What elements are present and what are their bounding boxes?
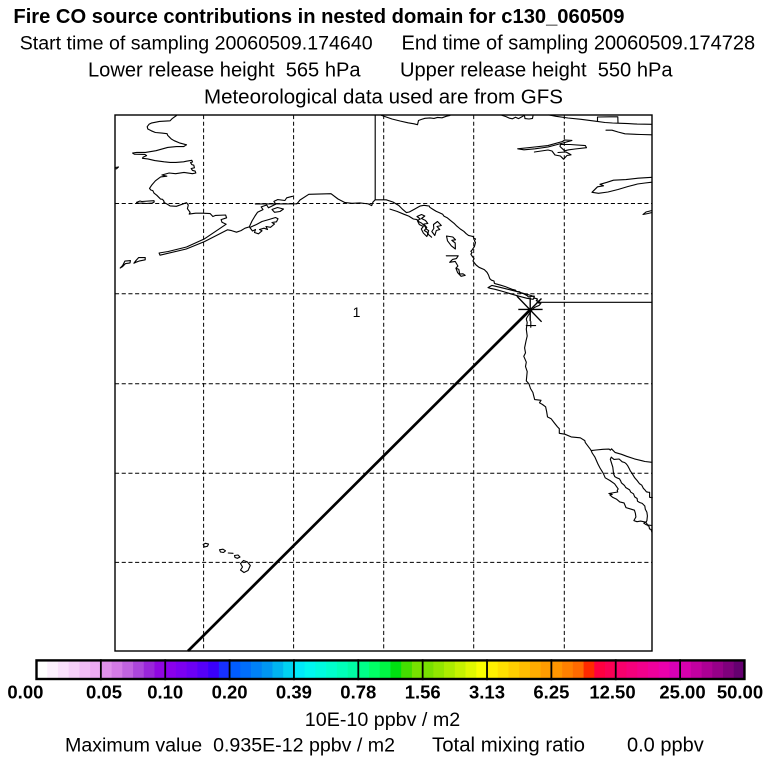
svg-text:Meteorological data used are f: Meteorological data used are from GFS bbox=[204, 86, 563, 109]
svg-text:Total mixing ratio: Total mixing ratio bbox=[432, 735, 585, 757]
svg-text:50.00: 50.00 bbox=[717, 682, 763, 703]
svg-text:0.78: 0.78 bbox=[340, 682, 376, 703]
svg-text:25.00: 25.00 bbox=[659, 682, 705, 703]
svg-text:1.56: 1.56 bbox=[405, 682, 441, 703]
svg-text:Start time of sampling 2006050: Start time of sampling 20060509.174640 bbox=[20, 33, 373, 55]
svg-text:0.00: 0.00 bbox=[7, 682, 43, 703]
svg-text:12.50: 12.50 bbox=[589, 682, 635, 703]
svg-text:6.25: 6.25 bbox=[533, 682, 569, 703]
svg-text:3.13: 3.13 bbox=[469, 682, 505, 703]
svg-text:0.05: 0.05 bbox=[86, 682, 122, 703]
svg-text:0.39: 0.39 bbox=[276, 682, 312, 703]
svg-text:1: 1 bbox=[353, 304, 361, 320]
svg-text:Maximum value 0.935E-12 ppbv: Maximum value 0.935E-12 ppbv / m2 bbox=[65, 735, 395, 757]
svg-text:Lower release height 565 hPa: Lower release height 565 hPa bbox=[88, 60, 361, 82]
svg-text:10E-10 ppbv / m2: 10E-10 ppbv / m2 bbox=[305, 709, 460, 731]
svg-text:Fire CO source contributions i: Fire CO source contributions in nested d… bbox=[13, 6, 624, 28]
svg-text:0.0 ppbv: 0.0 ppbv bbox=[627, 735, 704, 757]
svg-text:0.10: 0.10 bbox=[147, 682, 183, 703]
svg-text:0.20: 0.20 bbox=[212, 682, 248, 703]
svg-text:End time of sampling 20060509.: End time of sampling 20060509.174728 bbox=[402, 33, 756, 55]
svg-text:Upper release height 550 hPa: Upper release height 550 hPa bbox=[400, 60, 673, 82]
